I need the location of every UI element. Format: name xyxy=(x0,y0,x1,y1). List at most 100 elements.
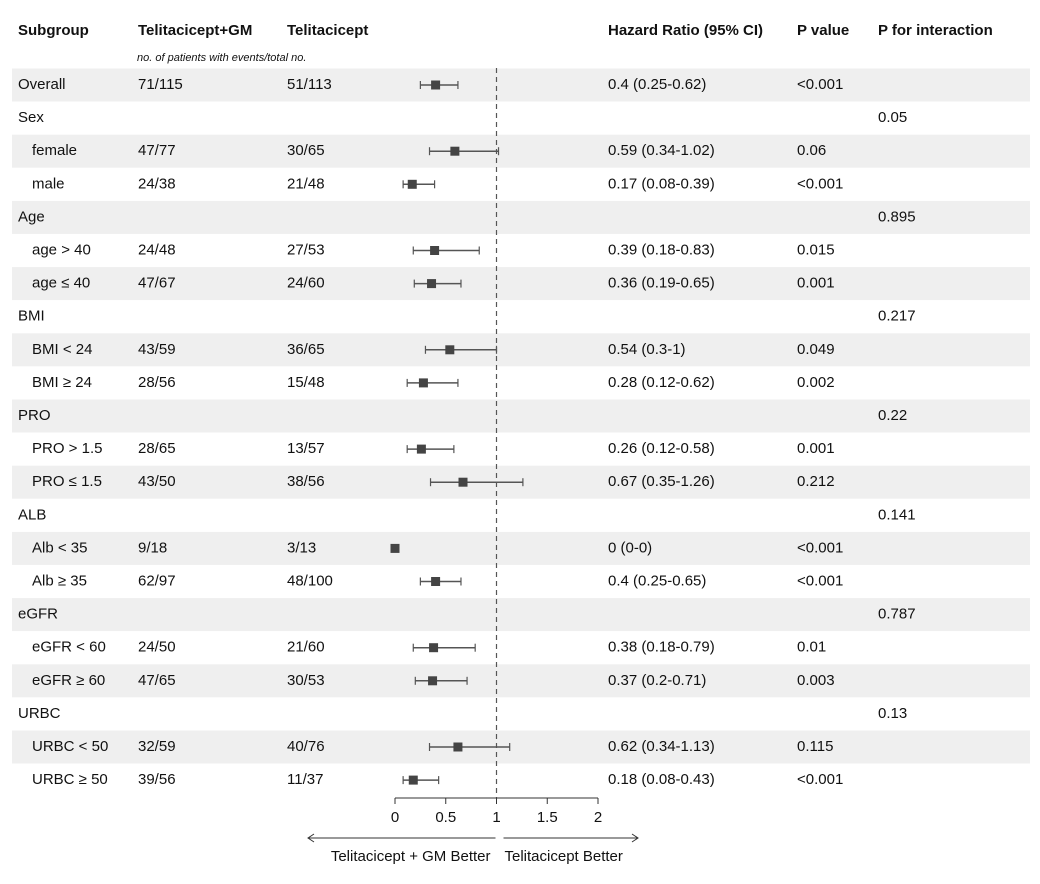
count: 21/48 xyxy=(287,175,325,192)
count: 24/60 xyxy=(287,275,325,292)
subgroup: age > 40 xyxy=(32,241,91,258)
p-value: <0.001 xyxy=(797,572,843,589)
row-shade xyxy=(12,134,1030,168)
count: 51/113 xyxy=(287,76,332,93)
header: Hazard Ratio (95% CI) xyxy=(608,22,763,39)
hr-label: 0.39 (0.18-0.83) xyxy=(608,241,715,258)
arrow-left xyxy=(307,833,496,843)
count: 30/65 xyxy=(287,142,325,159)
point-estimate xyxy=(430,246,440,255)
row-shade xyxy=(12,664,1030,698)
p-value: 0.003 xyxy=(797,672,835,689)
subgroup: age ≤ 40 xyxy=(32,275,90,292)
hr-label: 0.38 (0.18-0.79) xyxy=(608,639,715,656)
count: 48/100 xyxy=(287,572,333,589)
hr-label: 0.26 (0.12-0.58) xyxy=(608,440,715,457)
hr-label: 0.18 (0.08-0.43) xyxy=(608,771,715,788)
subgroup: ALB xyxy=(18,506,46,523)
count: 3/13 xyxy=(287,539,316,556)
count: 28/56 xyxy=(138,374,176,391)
header: Subgroup xyxy=(18,22,89,39)
p-value: 0.001 xyxy=(797,440,835,457)
hr-label: 0.4 (0.25-0.62) xyxy=(608,76,706,93)
arrow-right xyxy=(503,833,639,843)
point-estimate xyxy=(428,676,438,686)
subgroup: BMI < 24 xyxy=(32,341,92,358)
count: 9/18 xyxy=(138,539,167,556)
point-estimate xyxy=(453,742,463,752)
count: 43/50 xyxy=(138,473,176,490)
x-tick-label: 0.5 xyxy=(435,809,456,826)
count: 24/48 xyxy=(138,241,176,258)
p-interaction: 0.895 xyxy=(878,208,916,225)
header: Telitacicept+GM xyxy=(138,22,252,39)
count: 47/77 xyxy=(138,142,176,159)
count: 30/53 xyxy=(287,672,325,689)
header: P value xyxy=(797,22,849,39)
hr-label: 0.54 (0.3-1) xyxy=(608,341,686,358)
count: 21/60 xyxy=(287,639,325,656)
subgroup: eGFR < 60 xyxy=(32,639,106,656)
p-value: 0.015 xyxy=(797,241,835,258)
subgroup: eGFR ≥ 60 xyxy=(32,672,105,689)
row-shade xyxy=(12,531,1030,565)
p-interaction: 0.787 xyxy=(878,606,916,623)
p-value: 0.01 xyxy=(797,639,826,656)
point-estimate xyxy=(418,378,428,388)
header: Telitacicept xyxy=(287,22,368,39)
hr-label: 0.28 (0.12-0.62) xyxy=(608,374,715,391)
p-interaction: 0.22 xyxy=(878,407,907,424)
x-tick-label: 1 xyxy=(492,809,500,826)
direction-label: Telitacicept Better xyxy=(505,848,623,865)
subgroup: eGFR xyxy=(18,606,58,623)
subgroup: PRO xyxy=(18,407,51,424)
subgroup: BMI ≥ 24 xyxy=(32,374,92,391)
subgroup: PRO > 1.5 xyxy=(32,440,102,457)
p-value: <0.001 xyxy=(797,771,843,788)
hr-label: 0 (0-0) xyxy=(608,539,652,556)
point-estimate xyxy=(445,345,455,355)
row-shade xyxy=(12,730,1030,764)
subgroup: Alb < 35 xyxy=(32,539,87,556)
count: 24/38 xyxy=(138,175,176,192)
count: 40/76 xyxy=(287,738,325,755)
hr-label: 0.17 (0.08-0.39) xyxy=(608,175,715,192)
p-value: 0.049 xyxy=(797,341,835,358)
point-estimate xyxy=(427,279,437,289)
direction-label: Telitacicept + GM Better xyxy=(331,848,491,865)
hr-label: 0.59 (0.34-1.02) xyxy=(608,142,715,159)
point-estimate xyxy=(431,80,441,90)
hr-label: 0.67 (0.35-1.26) xyxy=(608,473,715,490)
subgroup: Alb ≥ 35 xyxy=(32,572,87,589)
point-estimate xyxy=(390,543,400,553)
x-tick-label: 0 xyxy=(391,809,399,826)
count: 47/67 xyxy=(138,275,176,292)
subgroup: URBC ≥ 50 xyxy=(32,771,108,788)
p-interaction: 0.217 xyxy=(878,308,916,325)
row-shade xyxy=(12,267,1030,301)
point-estimate xyxy=(429,643,439,653)
subgroup: URBC xyxy=(18,705,61,722)
point-estimate xyxy=(407,179,417,189)
point-estimate xyxy=(408,775,418,785)
count: 28/65 xyxy=(138,440,176,457)
point-estimate xyxy=(416,444,426,454)
p-value: <0.001 xyxy=(797,76,843,93)
p-value: <0.001 xyxy=(797,539,843,556)
p-interaction: 0.05 xyxy=(878,109,907,126)
subgroup: Overall xyxy=(18,76,66,93)
count: 13/57 xyxy=(287,440,325,457)
count: 47/65 xyxy=(138,672,176,689)
count: 15/48 xyxy=(287,374,325,391)
count: 27/53 xyxy=(287,241,325,258)
p-value: 0.115 xyxy=(797,738,833,755)
count: 11/37 xyxy=(287,771,323,788)
note: no. of patients with events/total no. xyxy=(137,52,306,64)
point-estimate xyxy=(458,477,468,487)
row-shade xyxy=(12,598,1030,632)
count: 24/50 xyxy=(138,639,176,656)
subgroup: PRO ≤ 1.5 xyxy=(32,473,102,490)
count: 39/56 xyxy=(138,771,176,788)
subgroup: Age xyxy=(18,208,45,225)
